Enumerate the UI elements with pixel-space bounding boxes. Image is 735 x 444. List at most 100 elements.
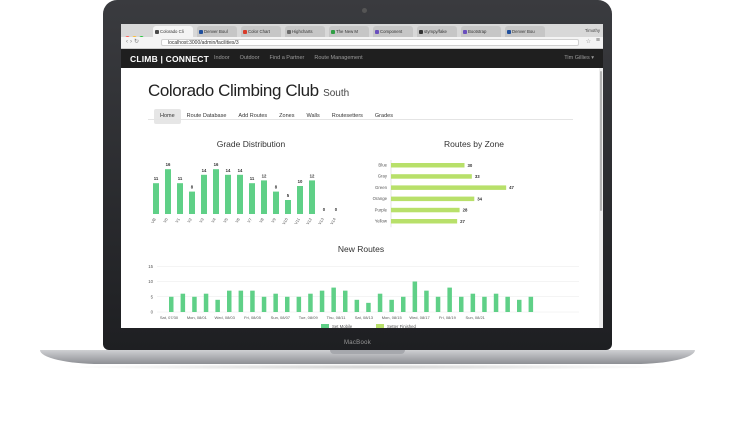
browser-tab[interactable]: Color Chart (241, 26, 281, 37)
site-navbar: CLIMB | CONNECT Indoor Outdoor Find a Part… (121, 49, 603, 68)
grade-bar-value: 12 (262, 173, 267, 178)
laptop-base (40, 350, 695, 364)
new-routes-xtick-label: Tue, 08/09 (299, 315, 319, 320)
new-routes-bar (296, 296, 302, 312)
zone-bar-value: 30 (468, 163, 473, 168)
grade-bar (285, 200, 291, 214)
new-routes-xtick-label: Sat, 08/13 (355, 315, 374, 320)
zone-tick-label: Green (375, 185, 388, 190)
new-routes-bar (319, 290, 325, 312)
new-routes-bar (493, 293, 499, 312)
browser-tab-label: Color Chart (248, 29, 270, 34)
new-routes-bar (517, 299, 522, 312)
grade-bar-value: 11 (250, 176, 255, 181)
tab-route-database[interactable]: Route Database (186, 113, 227, 119)
grade-tick-label: V12 (305, 216, 313, 225)
brand-logo[interactable]: CLIMB | CONNECT (130, 54, 210, 64)
tab-grades[interactable]: Grades (374, 113, 393, 119)
new-routes-bar (227, 290, 232, 312)
grade-tick-label: V7 (246, 216, 253, 223)
legend-label-set-mobile: Set Mobile (332, 324, 353, 328)
browser-tab[interactable]: Highcharts (285, 26, 325, 37)
grade-tick-label: V1 (174, 216, 181, 223)
zone-chart-title: Routes by Zone (443, 139, 504, 149)
new-routes-bar (308, 293, 313, 312)
charts-canvas: 11 VB 16 V0 11 V1 8 V2 14 V3 16 V4 14 V5 14 V6 11 V7 12 V8 8… (148, 160, 579, 328)
browser-tab[interactable]: The New M (329, 26, 369, 37)
browser-tab[interactable]: Bootstrap (461, 26, 501, 37)
grade-tick-label: V4 (210, 216, 217, 223)
tab-zones[interactable]: Zones (279, 113, 295, 119)
browser-tab-label: Denver Boul (204, 29, 228, 34)
favicon-icon (375, 29, 379, 34)
grade-bar-value: 14 (202, 168, 207, 173)
favicon-icon (463, 29, 467, 34)
browser-tab-label: The New M (336, 29, 358, 34)
scrollbar-thumb[interactable] (600, 71, 602, 211)
grade-bar (213, 169, 219, 214)
nav-link-route-management[interactable]: Route Management (314, 55, 363, 61)
grade-bar-value: 8 (191, 185, 194, 190)
favicon-icon (507, 29, 511, 34)
favicon-icon (331, 29, 335, 34)
nav-link-outdoor[interactable]: Outdoor (239, 55, 260, 61)
grade-bar-value: 16 (214, 162, 219, 167)
new-routes-bar (331, 287, 336, 312)
grade-bar (165, 169, 171, 214)
browser-tab[interactable]: stympy/fake (417, 26, 457, 37)
new-routes-xtick-label: Fri, 08/05 (244, 315, 262, 320)
back-icon[interactable]: ‹ (126, 39, 130, 45)
browser-tab[interactable]: Denver Boul (197, 26, 237, 37)
grade-tick-label: V9 (270, 216, 277, 223)
grade-bar-value: 12 (310, 173, 315, 178)
browser-menu-icon[interactable]: ≡ (595, 37, 600, 44)
grade-bar-value: 11 (178, 176, 183, 181)
new-routes-ytick-label: 10 (148, 279, 153, 284)
browser-tab-label: Colorado Cli (160, 29, 184, 34)
bookmark-star-icon[interactable]: ☆ (585, 39, 591, 45)
tab-add-routes[interactable]: Add Routes (238, 113, 268, 119)
new-routes-bar (238, 290, 244, 312)
browser-tab[interactable]: Colorado Cli (153, 26, 193, 37)
laptop-notch (330, 350, 405, 354)
grade-bar (189, 191, 195, 214)
grade-bar-value: 14 (238, 168, 243, 173)
new-routes-bar (401, 296, 406, 312)
new-routes-bar (180, 293, 186, 312)
reload-icon[interactable]: ↻ (134, 39, 142, 45)
zone-bar (391, 185, 507, 190)
tab-walls[interactable]: Walls (306, 113, 320, 119)
browser-tab[interactable]: Component (373, 26, 413, 37)
laptop-shadow (60, 364, 675, 370)
zone-tick-label: Purple (375, 207, 388, 212)
grade-tick-label: VB (150, 217, 157, 224)
grade-tick-label: V13 (317, 216, 325, 225)
zone-tick-label: Blue (378, 163, 387, 168)
new-routes-xtick-label: Wed, 08/03 (214, 315, 235, 320)
new-routes-xtick-label: Thu, 08/11 (327, 315, 347, 320)
sub-navigation: Home Route Database Add Routes Zones Walls Ro… (154, 104, 399, 124)
grade-tick-label: V0 (162, 216, 169, 223)
tab-routesetters[interactable]: Routesetters (331, 113, 363, 119)
user-menu[interactable]: Tim Gillies ▾ (564, 55, 594, 61)
url-input[interactable]: localhost:3000/admin/facilities/3 (161, 39, 579, 46)
nav-link-indoor[interactable]: Indoor (214, 55, 230, 61)
browser-tab[interactable]: Denver Bou (505, 26, 545, 37)
grade-chart-title: Grade Distribution (216, 139, 286, 149)
page-title: Colorado Climbing Club South (148, 81, 349, 101)
grade-bar (309, 180, 315, 214)
zone-bar-value: 27 (460, 219, 465, 224)
zone-bar-value: 47 (509, 185, 514, 190)
zone-tick-label: Yellow (375, 219, 388, 224)
legend-label-setter-finished: Setter Finished (387, 324, 417, 328)
new-routes-bar (528, 296, 534, 312)
forward-icon[interactable]: › (130, 39, 134, 45)
zone-bar-value: 33 (475, 174, 480, 179)
nav-link-find-partner[interactable]: Find a Partner (269, 55, 305, 61)
new-routes-xtick-label: Sun, 08/21 (466, 315, 486, 320)
profile-button[interactable]: Timothy (584, 28, 600, 33)
legend-swatch-set-mobile (321, 324, 329, 328)
new-routes-bar (250, 290, 255, 312)
grade-bar (249, 183, 255, 214)
tab-home[interactable]: Home (154, 109, 181, 124)
